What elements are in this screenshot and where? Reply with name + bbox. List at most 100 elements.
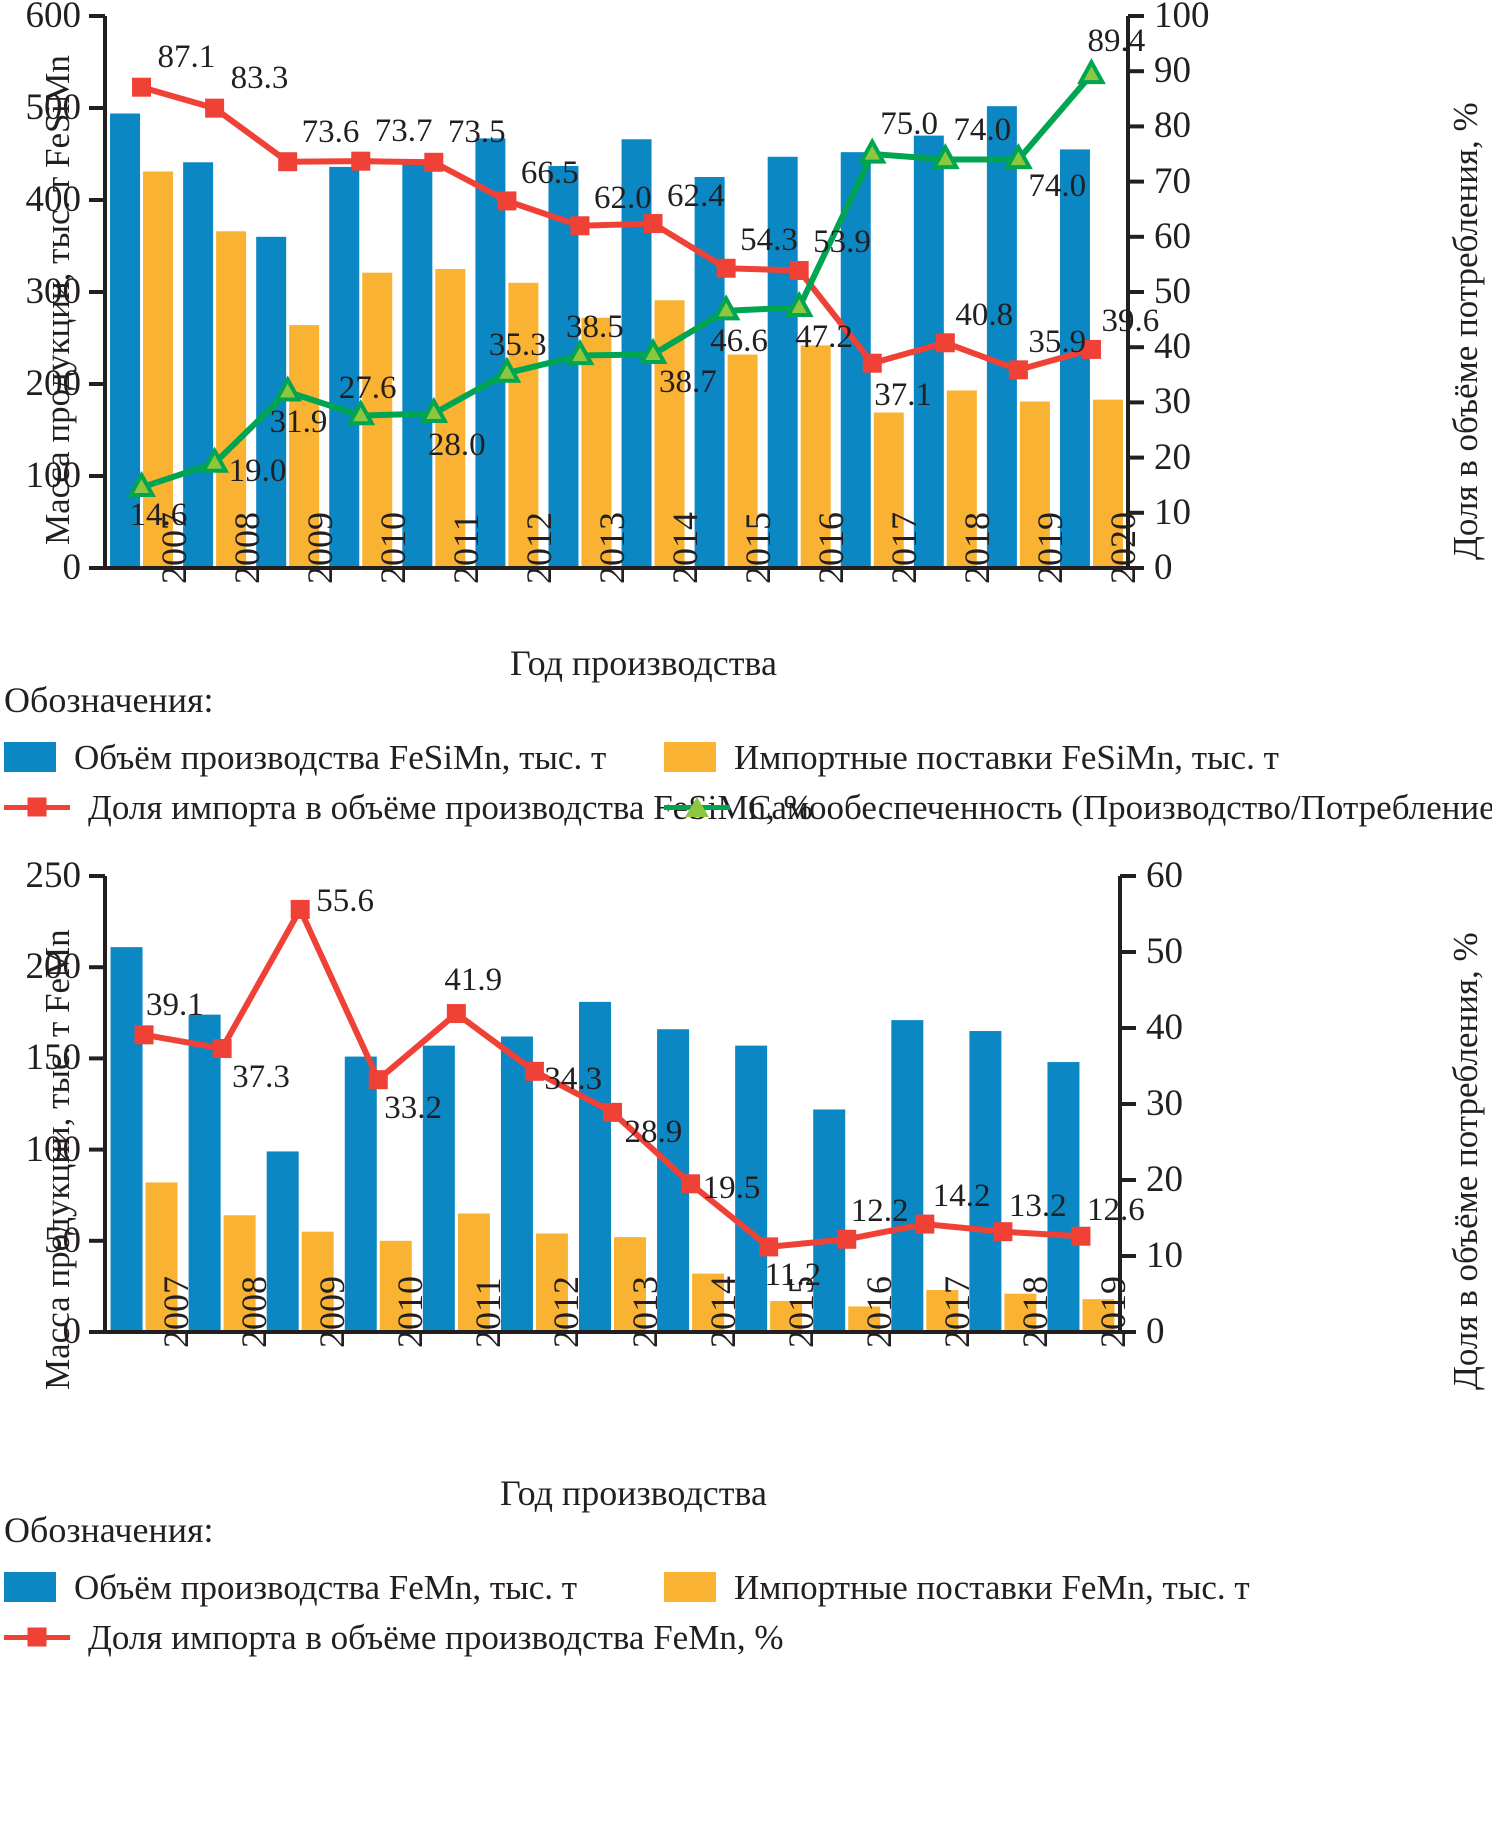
- fig2-legend-heading: Обозначения:: [4, 1510, 214, 1550]
- marker-self-sufficiency: [200, 446, 229, 473]
- x-tick-label-year: 2014: [702, 1276, 743, 1348]
- marker-self-sufficiency: [1077, 57, 1106, 85]
- data-label-import-share: 13.2: [1008, 1187, 1067, 1224]
- y-tick-label-right: 90: [1154, 50, 1191, 92]
- data-label-import-share: 54.3: [740, 222, 798, 259]
- bar-import: [535, 1233, 568, 1332]
- marker-import-share: [205, 98, 225, 118]
- data-label-self-sufficiency: 38.5: [565, 309, 624, 346]
- marker-import-share: [681, 1174, 701, 1194]
- y-tick-label-right: 60: [1154, 215, 1191, 257]
- y-tick-label-right: 10: [1146, 1235, 1183, 1276]
- fig1-legend-label-production: Объём производства FeSiMn, тыс. т: [74, 737, 607, 777]
- fig1-legend-label-self-sufficiency: Самообеспеченность (Производство/Потребл…: [748, 787, 1492, 827]
- data-label-self-sufficiency: 74.0: [1028, 167, 1087, 204]
- data-label-self-sufficiency: 46.6: [710, 322, 768, 359]
- y-tick-label-left: 100: [25, 1128, 82, 1170]
- marker-self-sufficiency: [711, 294, 741, 321]
- data-label-import-share: 83.3: [230, 60, 289, 97]
- x-tick-label-year: 2007: [156, 1276, 197, 1348]
- y-tick-label-left: 400: [25, 179, 82, 220]
- marker-self-sufficiency: [346, 399, 376, 426]
- marker-import-share: [278, 152, 298, 172]
- data-label-self-sufficiency: 47.2: [795, 319, 853, 356]
- data-label-import-share: 66.5: [520, 154, 579, 191]
- fig1-legend-row-1: Объём производства FeSiMn, тыс. т Импорт…: [4, 732, 1484, 782]
- marker-self-sufficiency: [273, 375, 303, 402]
- data-label-self-sufficiency: 75.0: [880, 106, 938, 142]
- bar-production: [1047, 1062, 1080, 1332]
- bar-production: [891, 1020, 924, 1332]
- bar-production: [767, 156, 798, 568]
- x-tick-label-year: 2017: [884, 512, 925, 584]
- data-label-import-share: 41.9: [444, 961, 503, 998]
- x-tick-label-year: 2015: [738, 512, 779, 584]
- y-tick-label-left: 500: [25, 87, 82, 128]
- data-label-import-share: 28.9: [624, 1114, 683, 1151]
- fig2-y-right-axis-title: Доля в объёме потребления, %: [1446, 932, 1485, 1390]
- marker-import-share: [789, 260, 809, 280]
- bar-import: [145, 1182, 178, 1332]
- y-tick-label-left: 0: [62, 1311, 82, 1352]
- x-tick-label-year: 2013: [624, 1276, 665, 1348]
- bar-import: [508, 282, 539, 568]
- fig2-legend-row-2: Доля импорта в объёме производства FeMn,…: [4, 1612, 1484, 1662]
- marker-import-share: [424, 152, 444, 172]
- data-label-import-share: 55.6: [316, 883, 374, 920]
- y-tick-label-right: 40: [1146, 1007, 1183, 1048]
- bar-production: [969, 1031, 1002, 1332]
- x-tick-label-year: 2018: [1014, 1276, 1055, 1348]
- marker-import-share: [132, 77, 152, 97]
- data-label-self-sufficiency: 19.0: [228, 453, 287, 490]
- marker-self-sufficiency: [127, 470, 156, 498]
- marker-import-share: [993, 1222, 1013, 1242]
- marker-import-share: [570, 216, 590, 236]
- x-tick-label-year: 2014: [665, 512, 706, 584]
- y-tick-label-right: 70: [1154, 160, 1191, 202]
- x-tick-label-year: 2013: [591, 512, 632, 584]
- bar-production: [579, 1001, 611, 1332]
- x-tick-label-year: 2016: [858, 1276, 899, 1348]
- x-tick-label-year: 2007: [153, 512, 194, 584]
- y-tick-label-left: 300: [25, 271, 82, 312]
- fig1-legend-label-imports: Импортные поставки FeSiMn, тыс. т: [734, 737, 1279, 777]
- bar-import: [800, 345, 831, 568]
- marker-import-share: [134, 1025, 154, 1045]
- bar-import: [770, 1300, 803, 1332]
- y-tick-label-right: 60: [1146, 855, 1183, 896]
- data-label-import-share: 87.1: [157, 39, 216, 76]
- y-tick-label-left: 50: [44, 1219, 81, 1261]
- data-label-self-sufficiency: 14.6: [129, 497, 188, 534]
- fig1-legend-item-import-share: Доля импорта в объёме производства FeSiM…: [4, 790, 813, 825]
- y-tick-label-right: 40: [1154, 326, 1191, 368]
- marker-import-share: [935, 333, 955, 353]
- y-tick-label-right: 50: [1154, 271, 1191, 312]
- x-tick-label-year: 2009: [312, 1276, 353, 1348]
- bar-import: [614, 1237, 646, 1332]
- line-self-sufficiency: [138, 71, 1095, 491]
- x-tick-label-year: 2009: [299, 512, 340, 584]
- x-tick-label-year: 2019: [1092, 1276, 1133, 1348]
- line-import-share: [138, 84, 1095, 373]
- bar-production: [110, 947, 143, 1332]
- marker-import-share: [212, 1039, 232, 1059]
- x-tick-label-year: 2015: [780, 1276, 821, 1348]
- y-tick-label-right: 80: [1154, 105, 1191, 147]
- marker-import-share: [643, 214, 663, 234]
- bar-import: [873, 412, 904, 568]
- marker-import-share: [759, 1237, 779, 1257]
- marker-import-share: [837, 1229, 857, 1249]
- blue-square-swatch-icon: [4, 1572, 56, 1602]
- bar-import: [926, 1290, 959, 1332]
- fig1-legend-heading: Обозначения:: [4, 680, 214, 720]
- marker-import-share: [915, 1214, 935, 1234]
- y-tick-label-left: 0: [62, 547, 82, 588]
- bar-production: [266, 1151, 299, 1332]
- x-tick-label-year: 2016: [811, 512, 852, 584]
- fig2-x-axis-title: Год производства: [500, 1473, 767, 1513]
- bar-import: [692, 1273, 725, 1332]
- y-tick-label-right: 10: [1154, 491, 1191, 533]
- x-tick-label-year: 2012: [546, 1276, 587, 1348]
- data-label-self-sufficiency: 38.7: [659, 364, 717, 401]
- fig1-legend-row-2: Доля импорта в объёме производства FeSiM…: [4, 782, 1492, 832]
